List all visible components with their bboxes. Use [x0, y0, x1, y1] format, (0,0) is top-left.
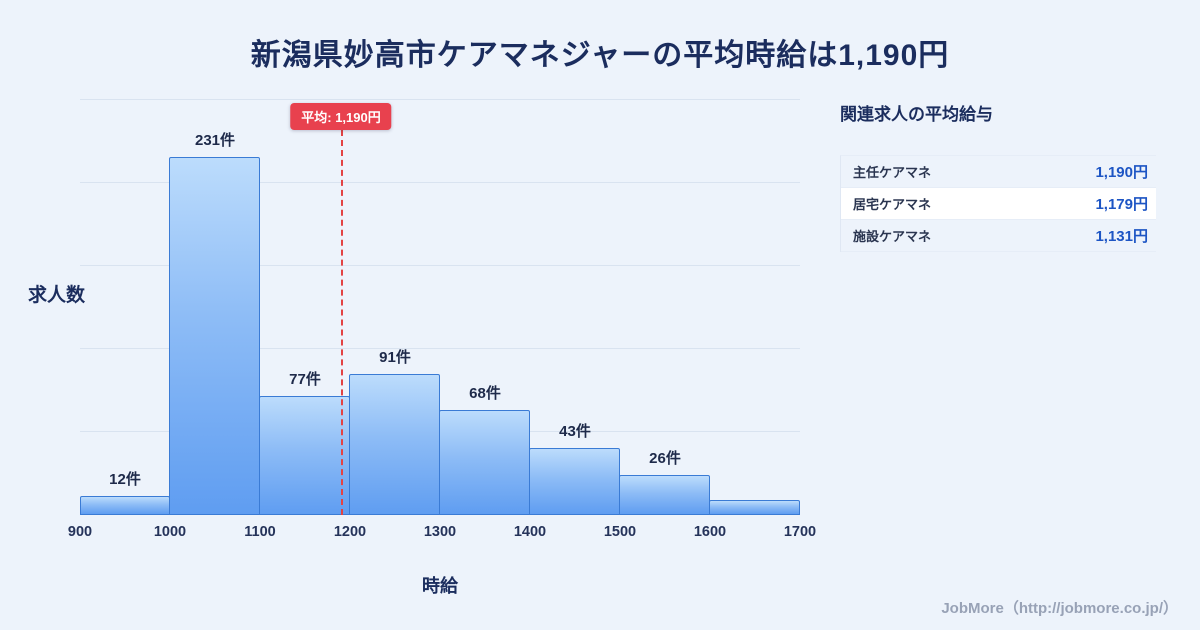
x-tick-label: 1400 — [513, 524, 547, 540]
x-tick-label: 1000 — [153, 524, 187, 540]
average-badge: 平均: 1,190円 — [290, 103, 392, 130]
table-row: 施設ケアマネ 1,131円 — [841, 220, 1156, 252]
x-axis-label: 時給 — [422, 576, 458, 596]
histogram-bar — [438, 410, 530, 515]
bar-value-label: 77件 — [289, 371, 321, 388]
gridline — [80, 99, 800, 100]
table-row: 主任ケアマネ 1,190円 — [841, 156, 1156, 188]
job-type-label: 施設ケアマネ — [853, 229, 932, 244]
bar-value-label: 91件 — [379, 349, 411, 366]
bar-value-label: 68件 — [469, 385, 501, 402]
histogram-bar — [168, 157, 260, 515]
job-type-label: 主任ケアマネ — [853, 165, 932, 180]
gridline — [80, 265, 800, 266]
x-tick-label: 1200 — [333, 524, 367, 540]
y-axis-label: 求人数 — [28, 285, 86, 306]
bar-value-label: 26件 — [649, 450, 681, 467]
histogram-bar — [618, 475, 710, 515]
histogram-bar — [528, 448, 620, 515]
plot-area: 平均: 1,190円 12件 231件 77件 91件 68件 43件 26件 — [80, 99, 800, 515]
salary-value: 1,131円 — [1095, 228, 1148, 245]
gridline — [80, 348, 800, 349]
x-tick-label: 1100 — [244, 524, 276, 540]
average-line — [341, 130, 343, 515]
x-axis-ticks: 900 1000 1100 1200 1300 1400 1500 1600 1700 — [68, 524, 816, 546]
x-tick-label: 1700 — [783, 524, 817, 540]
histogram-bar — [258, 396, 350, 515]
x-tick-label: 1600 — [693, 524, 727, 540]
salary-value: 1,179円 — [1095, 196, 1148, 213]
page-title: 新潟県妙高市ケアマネジャーの平均時給は1,190円 — [250, 39, 950, 72]
panel-title: 関連求人の平均給与 — [840, 105, 993, 124]
table-row: 居宅ケアマネ 1,179円 — [841, 188, 1156, 220]
bar-value-label: 43件 — [559, 423, 591, 440]
x-tick-label: 1500 — [603, 524, 637, 540]
gridline — [80, 182, 800, 183]
salary-value: 1,190円 — [1095, 164, 1148, 181]
footer-credit: JobMore（http://jobmore.co.jp/） — [941, 600, 1178, 617]
bar-value-label: 231件 — [194, 132, 236, 149]
x-tick-label: 900 — [67, 524, 93, 540]
bar-value-label: 12件 — [109, 471, 141, 488]
job-type-label: 居宅ケアマネ — [853, 197, 932, 212]
histogram-bar — [80, 496, 170, 515]
histogram-bar — [348, 374, 440, 515]
related-salary-panel: 関連求人の平均給与 主任ケアマネ 1,190円居宅ケアマネ 1,179円施設ケアマネ… — [840, 100, 1156, 252]
x-tick-label: 1300 — [423, 524, 457, 540]
histogram-bar — [708, 500, 800, 515]
salary-table: 主任ケアマネ 1,190円居宅ケアマネ 1,179円施設ケアマネ 1,131円 — [840, 155, 1156, 252]
